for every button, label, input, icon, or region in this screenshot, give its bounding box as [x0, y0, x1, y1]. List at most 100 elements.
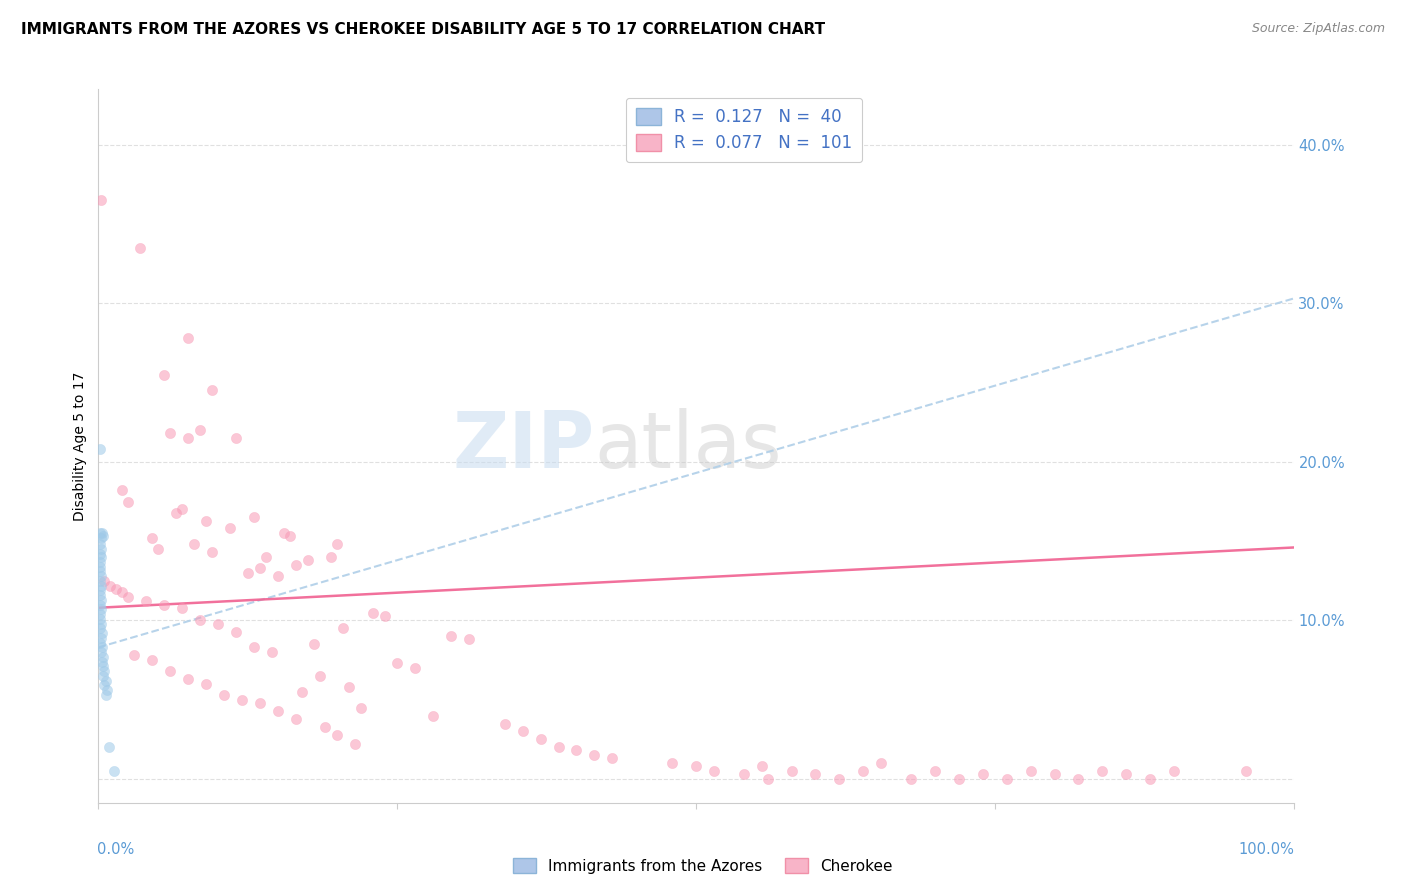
Point	[188, 614, 211, 628]
Point	[89, 442, 111, 457]
Point	[117, 590, 139, 604]
Point	[90, 193, 112, 207]
Point	[308, 669, 330, 683]
Point	[326, 728, 349, 742]
Point	[89, 537, 111, 551]
Point	[260, 645, 283, 659]
Point	[512, 724, 534, 739]
Point	[315, 720, 337, 734]
Point	[94, 688, 117, 702]
Point	[98, 740, 121, 755]
Point	[332, 621, 354, 635]
Point	[91, 526, 114, 541]
Point	[172, 502, 194, 516]
Point	[422, 708, 444, 723]
Point	[183, 537, 205, 551]
Point	[733, 767, 755, 781]
Point	[188, 423, 211, 437]
Point	[972, 767, 994, 781]
Legend: Immigrants from the Azores, Cherokee: Immigrants from the Azores, Cherokee	[508, 852, 898, 880]
Point	[948, 772, 970, 786]
Point	[602, 751, 624, 765]
Point	[90, 531, 112, 545]
Point	[90, 542, 112, 557]
Point	[278, 529, 301, 543]
Point	[363, 606, 385, 620]
Point	[267, 704, 290, 718]
Point	[195, 677, 218, 691]
Point	[751, 759, 773, 773]
Point	[440, 629, 463, 643]
Point	[219, 521, 242, 535]
Point	[94, 673, 117, 688]
Point	[105, 582, 128, 596]
Text: Source: ZipAtlas.com: Source: ZipAtlas.com	[1251, 22, 1385, 36]
Point	[1091, 764, 1114, 778]
Point	[231, 692, 253, 706]
Point	[565, 743, 588, 757]
Point	[90, 549, 112, 564]
Point	[89, 588, 111, 602]
Point	[89, 526, 111, 541]
Point	[201, 545, 224, 559]
Point	[165, 506, 187, 520]
Point	[1019, 764, 1042, 778]
Point	[685, 759, 707, 773]
Point	[900, 772, 922, 786]
Point	[91, 640, 114, 655]
Point	[1163, 764, 1185, 778]
Point	[89, 574, 111, 588]
Point	[1043, 767, 1066, 781]
Point	[177, 672, 200, 686]
Point	[90, 631, 112, 645]
Point	[89, 564, 111, 578]
Point	[297, 553, 319, 567]
Point	[243, 510, 266, 524]
Text: ZIP: ZIP	[453, 408, 595, 484]
Point	[93, 574, 115, 588]
Y-axis label: Disability Age 5 to 17: Disability Age 5 to 17	[73, 371, 87, 521]
Point	[207, 616, 229, 631]
Text: IMMIGRANTS FROM THE AZORES VS CHEROKEE DISABILITY AGE 5 TO 17 CORRELATION CHART: IMMIGRANTS FROM THE AZORES VS CHEROKEE D…	[21, 22, 825, 37]
Point	[458, 632, 481, 647]
Point	[828, 772, 851, 786]
Point	[267, 569, 290, 583]
Point	[385, 657, 409, 671]
Point	[89, 559, 111, 574]
Point	[756, 772, 779, 786]
Point	[129, 241, 152, 255]
Point	[91, 659, 114, 673]
Point	[89, 621, 111, 635]
Point	[89, 583, 111, 598]
Point	[995, 772, 1018, 786]
Text: 0.0%: 0.0%	[97, 842, 135, 857]
Point	[153, 598, 176, 612]
Point	[249, 561, 271, 575]
Point	[89, 555, 111, 569]
Point	[89, 607, 111, 621]
Point	[124, 648, 146, 663]
Point	[225, 431, 247, 445]
Point	[583, 748, 606, 763]
Point	[148, 542, 170, 557]
Point	[91, 649, 114, 664]
Point	[201, 384, 224, 398]
Point	[1139, 772, 1161, 786]
Point	[1234, 764, 1257, 778]
Point	[339, 680, 361, 694]
Point	[89, 612, 111, 626]
Point	[661, 756, 683, 771]
Point	[494, 716, 516, 731]
Point	[103, 764, 125, 778]
Point	[89, 635, 111, 649]
Point	[90, 602, 112, 616]
Point	[159, 426, 181, 441]
Point	[254, 549, 277, 564]
Point	[530, 732, 553, 747]
Point	[90, 569, 112, 583]
Point	[98, 578, 122, 592]
Point	[141, 531, 163, 545]
Point	[90, 592, 112, 607]
Point	[91, 626, 114, 640]
Point	[344, 737, 367, 751]
